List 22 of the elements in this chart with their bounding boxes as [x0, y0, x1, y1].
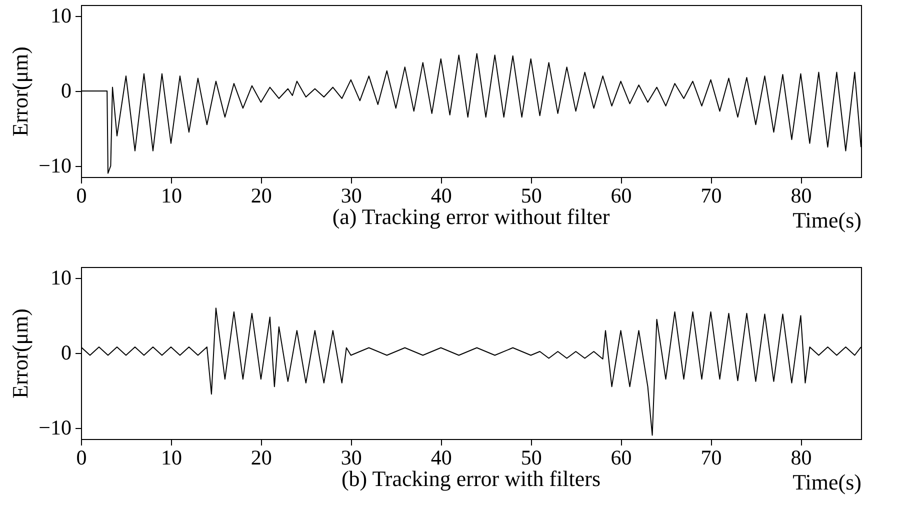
x-tick-label: 0: [76, 184, 87, 208]
x-axis-title: Time(s): [792, 470, 862, 494]
x-tick-label: 0: [76, 446, 87, 470]
y-tick-label: −10: [38, 415, 72, 440]
y-tick-label: 10: [50, 4, 72, 28]
y-tick-label: 0: [61, 78, 72, 102]
x-tick-label: 60: [610, 446, 632, 470]
y-axis-title: Error(μm): [8, 308, 33, 398]
x-tick-label: 10: [160, 184, 182, 208]
x-tick-label: 80: [790, 446, 812, 470]
x-tick-label: 70: [700, 184, 722, 208]
x-axis-title: Time(s): [792, 208, 862, 232]
x-tick-label: 20: [250, 184, 272, 208]
x-tick-label: 60: [610, 184, 632, 208]
x-tick-label: 20: [250, 446, 272, 470]
x-tick-label: 80: [790, 184, 812, 208]
y-axis-title: Error(μm): [8, 46, 33, 136]
y-tick-label: 0: [61, 340, 72, 364]
x-tick-label: 70: [700, 446, 722, 470]
x-tick-label: 10: [160, 446, 182, 470]
y-tick-label: −10: [38, 153, 72, 178]
y-tick-label: 10: [50, 266, 72, 290]
